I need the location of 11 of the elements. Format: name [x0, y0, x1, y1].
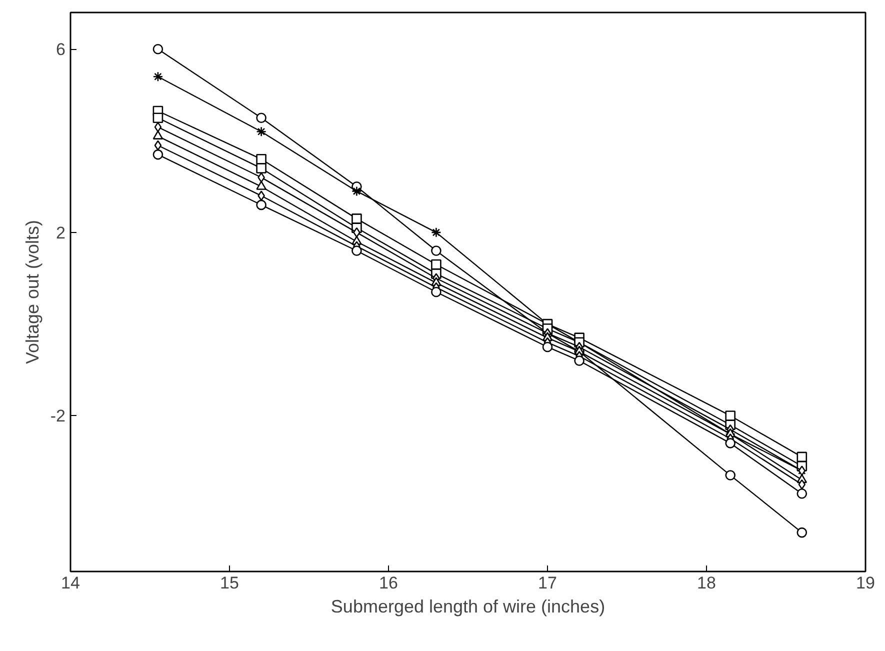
- y-tick-label: 2: [56, 223, 66, 242]
- y-tick-label: -2: [50, 406, 66, 426]
- x-tick-label: 14: [61, 574, 80, 592]
- y-axis-title: Voltage out (volts): [22, 220, 42, 364]
- x-tick-label: 18: [697, 574, 716, 592]
- x-tick-label: 17: [538, 574, 557, 592]
- x-tick-label: 16: [379, 574, 398, 592]
- y-tick-label: 6: [56, 40, 66, 60]
- x-tick-label: 19: [856, 574, 875, 592]
- x-axis-title: Submerged length of wire (inches): [330, 596, 606, 616]
- x-tick-label: 15: [220, 574, 239, 592]
